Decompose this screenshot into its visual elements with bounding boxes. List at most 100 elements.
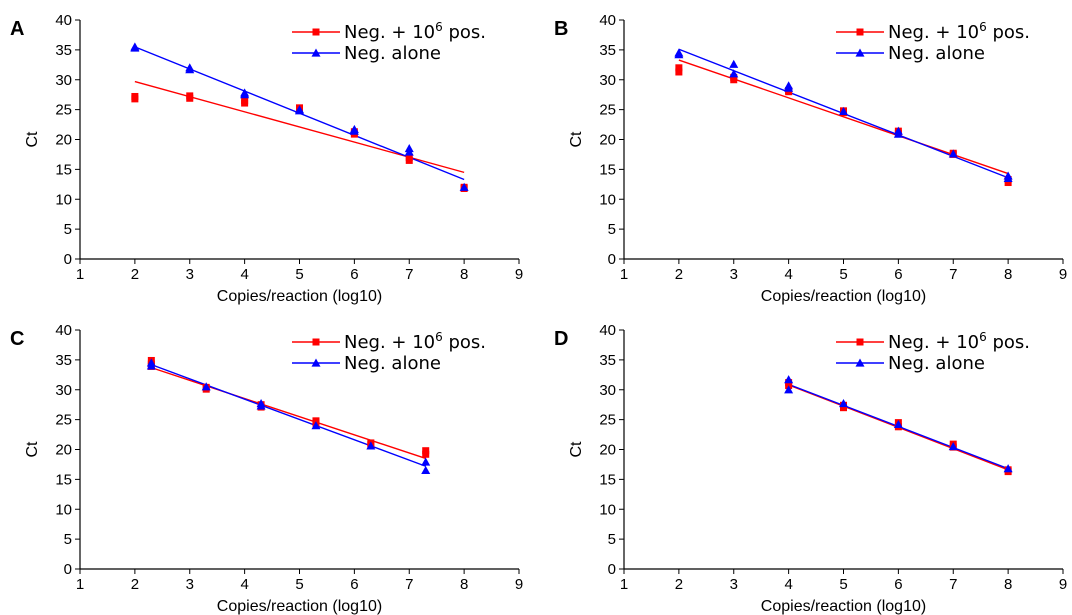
panel-c-y-tick-label: 15 bbox=[55, 471, 72, 488]
panel-d-x-tick-label: 8 bbox=[1004, 576, 1012, 593]
panel-c-neg-alone-point bbox=[366, 441, 376, 450]
panel-d-neg-plus-pos-point bbox=[840, 404, 847, 412]
panel-c-x-tick-label: 3 bbox=[186, 576, 194, 593]
panel-c-x-tick-label: 6 bbox=[350, 576, 358, 593]
panel-a-y-tick-label: 0 bbox=[64, 251, 72, 268]
panel-b-neg-plus-pos-point bbox=[1004, 179, 1012, 187]
panel-c-y-axis-title: Ct bbox=[24, 441, 41, 458]
panel-d-neg-alone-point bbox=[948, 442, 958, 451]
panel-a-x-tick-label: 8 bbox=[460, 266, 468, 283]
panel-d-legend-neg-alone-marker bbox=[855, 358, 865, 367]
panel-a-y-tick-label: 20 bbox=[55, 132, 72, 149]
panel-b-y-tick-label: 5 bbox=[608, 221, 616, 238]
panel-c-letter: C bbox=[10, 328, 24, 350]
panel-c-neg-plus-pos-point bbox=[422, 447, 430, 455]
panel-a-neg-alone-point bbox=[240, 90, 250, 99]
panel-b: B 0 5 10 15 20 25 30 35 40 1 2 3 4 5 6 7 8 9 Copies/reactio… bbox=[554, 12, 1067, 305]
panel-a-neg-alone-point bbox=[295, 106, 304, 115]
panel-a-x-tick-label: 9 bbox=[515, 266, 523, 283]
panel-d-neg-alone-point bbox=[784, 375, 794, 384]
panel-b-letter: B bbox=[554, 18, 568, 40]
panel-b-neg-alone-point bbox=[1003, 173, 1013, 182]
panel-a-x-tick-label: 6 bbox=[350, 266, 358, 283]
panel-a-x-tick-label: 4 bbox=[240, 266, 248, 283]
panel-c-y-tick-label: 20 bbox=[55, 442, 72, 459]
panel-c-neg-alone-point bbox=[421, 457, 431, 466]
panel-b-y-tick-label: 10 bbox=[599, 191, 616, 208]
panel-c-x-tick-label: 1 bbox=[76, 576, 84, 593]
panel-d-x-tick-label: 4 bbox=[784, 576, 792, 593]
panel-a-x-tick-label: 7 bbox=[405, 266, 413, 283]
panel-c-x-tick-label: 7 bbox=[405, 576, 413, 593]
panel-b-x-tick-label: 5 bbox=[839, 266, 847, 283]
panel-a-y-tick-label: 35 bbox=[55, 42, 72, 59]
panel-d-y-tick-label: 0 bbox=[608, 561, 616, 578]
panel-a-neg-alone-point bbox=[130, 43, 140, 52]
panel-b-x-axis-title: Copies/reaction (log10) bbox=[761, 288, 926, 305]
panel-c-legend-neg-plus-pos-marker bbox=[312, 338, 320, 346]
panel-c-y-tick-label: 40 bbox=[55, 322, 72, 339]
panel-c-legend-neg-alone-label: Neg. alone bbox=[344, 353, 441, 374]
panel-b-neg-alone-point bbox=[784, 83, 794, 92]
panel-c-x-tick-label: 5 bbox=[295, 576, 303, 593]
panel-b-y-tick-label: 35 bbox=[599, 42, 616, 59]
panel-d-y-tick-label: 15 bbox=[599, 471, 616, 488]
panel-a-letter: A bbox=[10, 18, 24, 40]
panel-a-y-tick-label: 15 bbox=[55, 161, 72, 178]
panel-d-y-tick-label: 5 bbox=[608, 531, 616, 548]
panel-a-y-tick-label: 5 bbox=[64, 221, 72, 238]
panel-c-legend-neg-alone-marker bbox=[311, 358, 321, 367]
panel-d-x-tick-label: 5 bbox=[839, 576, 847, 593]
panel-b-y-tick-label: 40 bbox=[599, 12, 616, 29]
panel-d-x-tick-label: 7 bbox=[949, 576, 957, 593]
panel-b-y-tick-label: 30 bbox=[599, 72, 616, 89]
panel-b-neg-alone-point bbox=[729, 59, 739, 68]
panel-a: A 0 5 10 15 20 25 30 35 40 1 2 3 4 5 6 7 8 9 Copies/reactio… bbox=[10, 12, 523, 305]
panel-b-y-axis-title: Ct bbox=[568, 131, 585, 148]
panel-a-legend-neg-plus-pos-label: Neg. + 106 pos. bbox=[344, 20, 486, 43]
panel-b-y-tick-label: 0 bbox=[608, 251, 616, 268]
panel-d-letter: D bbox=[554, 328, 568, 350]
panel-c-legend-neg-plus-pos-label: Neg. + 106 pos. bbox=[344, 330, 486, 353]
panel-d-x-axis-title: Copies/reaction (log10) bbox=[761, 598, 926, 615]
panel-c-neg-plus-pos-trendline bbox=[151, 366, 426, 460]
panel-a-legend-neg-plus-pos-marker bbox=[312, 28, 320, 36]
panel-b-y-tick-label: 25 bbox=[599, 102, 616, 119]
panel-a-neg-plus-pos-point bbox=[405, 156, 413, 164]
panel-c-y-tick-label: 30 bbox=[55, 382, 72, 399]
panel-c-y-tick-label: 35 bbox=[55, 352, 72, 369]
panel-b-x-tick-label: 9 bbox=[1059, 266, 1067, 283]
panel-b-x-tick-label: 6 bbox=[894, 266, 902, 283]
panel-d-neg-alone-point bbox=[1003, 464, 1013, 473]
panel-a-legend-neg-alone-marker bbox=[311, 48, 321, 57]
panel-b-legend-neg-alone-label: Neg. alone bbox=[888, 43, 985, 64]
panel-d-legend-neg-plus-pos-label: Neg. + 106 pos. bbox=[888, 330, 1030, 353]
panel-c-neg-alone-point bbox=[201, 382, 211, 391]
panel-d-y-axis-title: Ct bbox=[568, 441, 585, 458]
panel-a-x-tick-label: 5 bbox=[295, 266, 303, 283]
panel-b-neg-plus-pos-trendline bbox=[678, 59, 1009, 175]
panel-d-y-tick-label: 20 bbox=[599, 442, 616, 459]
panel-c-x-axis-title: Copies/reaction (log10) bbox=[217, 598, 382, 615]
panel-b-neg-plus-pos-point bbox=[675, 64, 683, 72]
panel-d-neg-alone-point bbox=[893, 419, 903, 429]
panel-d-x-tick-label: 2 bbox=[675, 576, 683, 593]
panel-b-x-tick-label: 1 bbox=[620, 266, 628, 283]
panel-b-y-tick-label: 15 bbox=[599, 161, 616, 178]
panel-d-y-tick-label: 40 bbox=[599, 322, 616, 339]
panel-d-y-tick-label: 10 bbox=[599, 501, 616, 518]
panel-a-neg-alone-point bbox=[349, 126, 359, 135]
panel-a-neg-plus-pos-point bbox=[241, 99, 249, 107]
panel-a-y-axis-title: Ct bbox=[24, 131, 41, 148]
panel-c-neg-alone-point bbox=[256, 401, 266, 410]
panel-a-x-axis-title: Copies/reaction (log10) bbox=[217, 288, 382, 305]
panel-c-y-tick-label: 10 bbox=[55, 501, 72, 518]
panel-a-x-tick-label: 2 bbox=[131, 266, 139, 283]
panel-c-neg-plus-pos-point bbox=[422, 450, 430, 458]
panel-c-x-tick-label: 9 bbox=[515, 576, 523, 593]
panel-c-y-tick-label: 5 bbox=[64, 531, 72, 548]
panel-b-neg-alone-point bbox=[674, 50, 684, 59]
panel-d-neg-alone-point bbox=[784, 385, 794, 394]
panel-b-legend-neg-plus-pos-label: Neg. + 106 pos. bbox=[888, 20, 1030, 43]
panel-a-y-tick-label: 30 bbox=[55, 72, 72, 89]
